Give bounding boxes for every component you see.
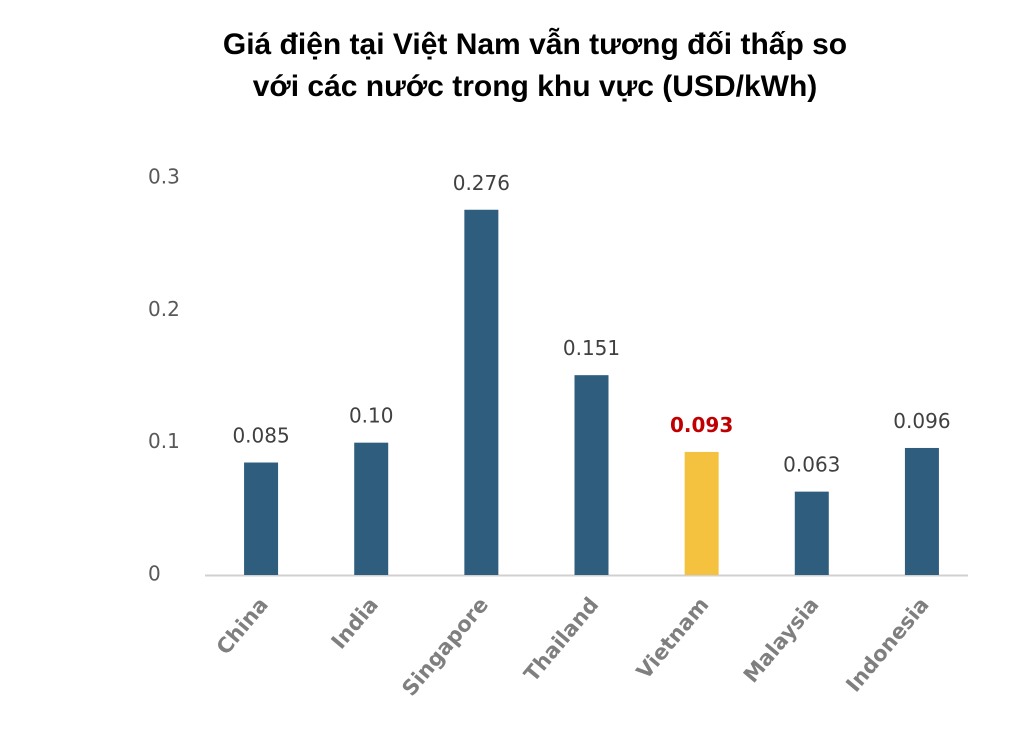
- value-label: 0.093: [670, 413, 733, 437]
- y-tick-label: 0.1: [148, 429, 180, 453]
- y-tick-label: 0.3: [148, 165, 180, 189]
- x-tick-label: China: [212, 593, 273, 660]
- bar: [244, 462, 279, 575]
- value-label: 0.096: [893, 409, 950, 433]
- x-tick-label: Vietnam: [632, 593, 714, 684]
- chart-title: với các nước trong khu vực (USD/kWh): [253, 70, 818, 103]
- bar: [794, 491, 829, 575]
- x-tick-label: Thailand: [519, 593, 603, 687]
- value-label: 0.10: [349, 404, 394, 428]
- bar: [684, 451, 719, 575]
- value-label: 0.276: [453, 171, 510, 195]
- x-tick-label: Indonesia: [841, 593, 933, 697]
- x-tick-label: India: [327, 593, 383, 654]
- bar: [904, 447, 939, 575]
- y-tick-label: 0.2: [148, 297, 180, 321]
- chart-title: Giá điện tại Việt Nam vẫn tương đối thấp…: [223, 27, 847, 61]
- y-tick-label: 0: [148, 562, 161, 586]
- value-label: 0.085: [232, 424, 289, 448]
- x-tick-label: Malaysia: [739, 593, 824, 688]
- bar: [354, 442, 389, 575]
- bar: [464, 209, 499, 575]
- bar: [574, 375, 609, 575]
- value-label: 0.063: [783, 453, 840, 477]
- x-tick-label: Singapore: [397, 593, 493, 701]
- value-label: 0.151: [563, 336, 620, 360]
